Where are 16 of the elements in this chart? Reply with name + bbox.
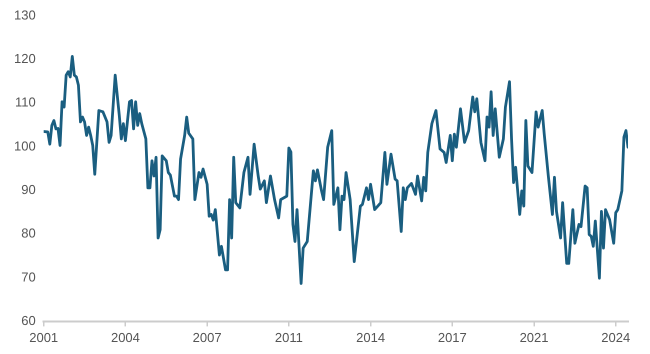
x-tick-label: 2017 [438, 330, 467, 345]
x-tick-label: 2021 [520, 330, 548, 345]
x-tick-label: 2011 [274, 330, 303, 345]
y-tick-label: 60 [21, 312, 36, 328]
y-tick-label: 70 [21, 269, 36, 284]
y-tick-label: 120 [14, 51, 36, 66]
y-tick-label: 80 [21, 226, 36, 241]
y-tick-label: 110 [14, 94, 36, 110]
x-tick-label: 2004 [110, 330, 140, 345]
x-tick-label: 2024 [601, 330, 630, 345]
y-tick-label: 130 [14, 7, 36, 22]
x-tick-label: 2007 [192, 330, 222, 345]
y-tick-label: 100 [14, 138, 36, 154]
x-tick-label: 2001 [29, 330, 58, 345]
x-tick-label: 2014 [356, 330, 386, 345]
y-tick-label: 90 [21, 182, 36, 198]
